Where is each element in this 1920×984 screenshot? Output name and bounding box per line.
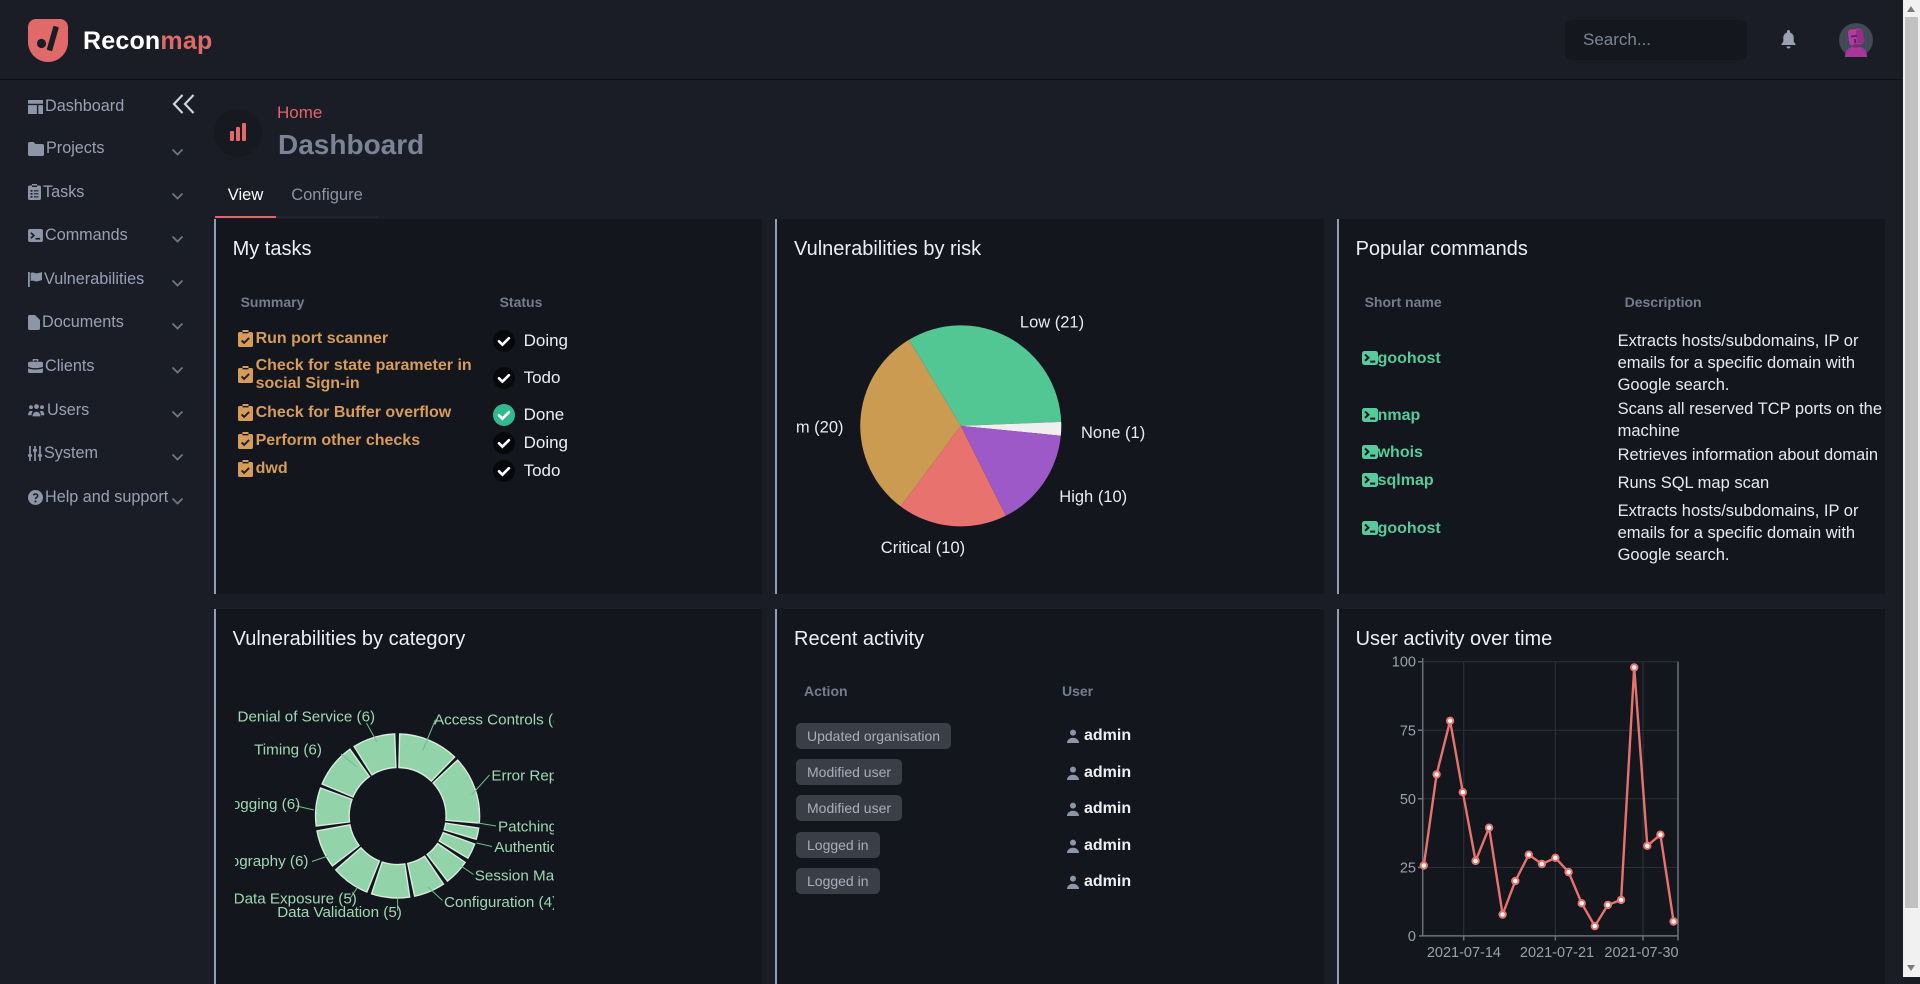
svg-text:Session Management: Session Management xyxy=(474,868,553,885)
svg-text:100: 100 xyxy=(1392,655,1416,671)
svg-text:Critical (10): Critical (10) xyxy=(880,539,964,557)
svg-text:Access Controls (8): Access Controls (8) xyxy=(434,712,554,729)
svg-text:75: 75 xyxy=(1400,723,1416,739)
svg-text:2021-07-30: 2021-07-30 xyxy=(1604,945,1678,961)
svg-text:Error Reporting (9): Error Reporting (9) xyxy=(491,768,554,785)
svg-text:Authentication (2): Authentication (2) xyxy=(494,839,554,856)
svg-text:Cryptography (6): Cryptography (6) xyxy=(235,853,308,870)
svg-text:Low (21): Low (21) xyxy=(1019,313,1083,331)
svg-text:Data Exposure (5): Data Exposure (5) xyxy=(235,891,357,908)
svg-text:2021-07-21: 2021-07-21 xyxy=(1520,945,1594,961)
svg-text:25: 25 xyxy=(1400,860,1416,876)
svg-text:High (10): High (10) xyxy=(1059,488,1127,506)
svg-text:2021-07-14: 2021-07-14 xyxy=(1427,945,1501,961)
svg-text:Timing (6): Timing (6) xyxy=(254,741,322,758)
svg-text:Configuration (4): Configuration (4) xyxy=(444,894,554,911)
svg-text:Denial of Service (6): Denial of Service (6) xyxy=(237,709,375,726)
svg-text:Data Validation (5): Data Validation (5) xyxy=(277,904,402,921)
svg-text:Medium (20): Medium (20) xyxy=(797,419,844,437)
svg-text:None (1): None (1) xyxy=(1081,424,1145,442)
svg-text:Patching (2): Patching (2) xyxy=(498,819,554,836)
svg-text:0: 0 xyxy=(1408,929,1416,945)
svg-text:50: 50 xyxy=(1400,792,1416,808)
svg-text:Logging (6): Logging (6) xyxy=(235,796,300,813)
